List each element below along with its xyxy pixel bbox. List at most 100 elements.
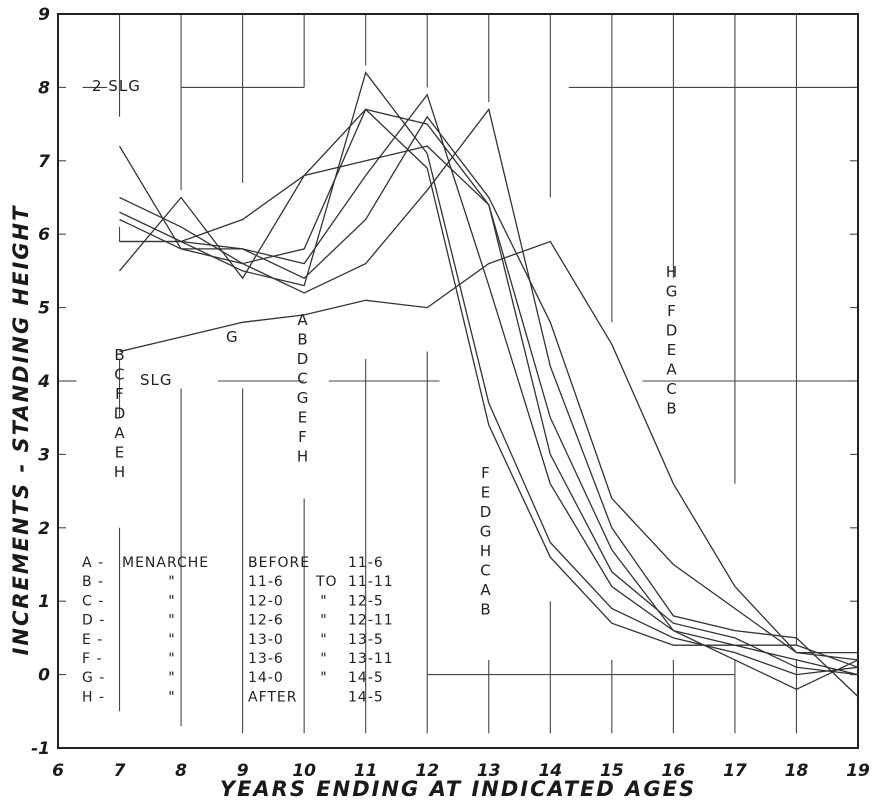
y-tick-label: 0	[38, 666, 50, 686]
y-tick-label: 3	[38, 445, 50, 465]
series-line-b	[119, 71, 859, 676]
legend-cell: "	[168, 632, 175, 648]
stack-letter: F	[298, 428, 308, 446]
legend-cell: F -	[82, 651, 103, 667]
x-tick-label: 15	[600, 761, 624, 781]
plot-frame	[57, 13, 859, 749]
legend-cell: A -	[82, 555, 104, 571]
series-line-g	[118, 115, 859, 661]
legend-row: B - " 11-6 TO 11-11	[82, 574, 394, 590]
y-tick-label: 6	[38, 225, 50, 245]
legend-cell: G -	[82, 670, 105, 686]
legend-cell: "	[320, 593, 327, 609]
legend-cell: D -	[82, 613, 105, 629]
x-tick-label: 17	[723, 761, 747, 781]
stack-letter: H	[297, 448, 309, 466]
legend-cell: 14-0	[248, 670, 284, 686]
stack-letter: G	[297, 389, 310, 407]
x-tick-label: 10	[292, 761, 316, 781]
stack-letter: D	[114, 405, 127, 423]
legend-cell: 13-11	[348, 651, 394, 667]
stack-letter: G	[480, 523, 493, 541]
legend-cell: H -	[82, 689, 105, 705]
x-tick-label: 8	[175, 761, 187, 781]
legend-cell: 14-5	[348, 689, 384, 705]
legend-cell: E -	[82, 632, 103, 648]
legend-cell: "	[168, 574, 175, 590]
x-tick-label: 6	[52, 761, 64, 781]
legend-cell: C -	[82, 593, 104, 609]
stack-letter: A	[666, 361, 677, 379]
stack-letter: A	[297, 311, 308, 329]
legend-row: E - " 13-0 " 13-5	[82, 632, 384, 648]
stack-letter: A	[114, 424, 125, 442]
y-tick-label: 4	[37, 372, 50, 392]
stack-letter: C	[666, 380, 677, 398]
legend-row: C - " 12-0 " 12-5	[82, 593, 384, 609]
legend-cell: "	[168, 670, 175, 686]
stack-letter: F	[481, 464, 491, 482]
y-tick-label: 9	[38, 5, 50, 25]
legend-cell: 13-0	[248, 632, 284, 648]
legend-cell: 13-6	[248, 651, 284, 667]
legend-cell: MENARCHE	[122, 555, 209, 571]
stack-letter: E	[115, 444, 125, 462]
stack-letter: D	[297, 350, 310, 368]
legend-cell: "	[320, 632, 327, 648]
stack-letter: D	[480, 503, 493, 521]
legend-cell: "	[168, 593, 175, 609]
annotation-slg: SLG	[140, 371, 173, 389]
stack-letter: B	[297, 331, 308, 349]
stack-letter: E	[298, 409, 308, 427]
y-axis-title: INCREMENTS - STANDING HEIGHT	[9, 205, 33, 656]
legend-cell: 12-5	[348, 593, 384, 609]
legend-cell: 12-11	[348, 613, 394, 629]
stack-letter: H	[114, 463, 126, 481]
x-tick-label: 12	[415, 761, 439, 781]
stack-letter: F	[667, 302, 677, 320]
series-lines	[118, 71, 859, 698]
legend-row: G - " 14-0 " 14-5	[82, 670, 384, 686]
legend-row: F - " 13-6 " 13-11	[82, 651, 394, 667]
stack-letter: C	[480, 562, 491, 580]
y-tick-label: 7	[38, 152, 50, 172]
x-tick-label: 19	[846, 761, 870, 781]
x-tick-label: 14	[538, 761, 562, 781]
grid-lines	[58, 13, 858, 749]
stack-letter: B	[666, 400, 677, 418]
series-line-f	[119, 107, 859, 698]
y-tick-label: 8	[38, 78, 50, 98]
legend-cell: B -	[82, 574, 104, 590]
y-tick-label: 2	[38, 519, 50, 539]
legend-cell: 13-5	[348, 632, 384, 648]
legend-cell: 11-11	[348, 574, 394, 590]
legend-cell: 12-6	[248, 613, 284, 629]
stack-letter: A	[480, 581, 491, 599]
x-tick-label: 13	[477, 761, 501, 781]
legend-cell: 11-6	[348, 555, 384, 571]
legend-row: D - " 12-6 " 12-11	[82, 613, 394, 629]
x-tick-label: 16	[662, 761, 686, 781]
stack-letter: G	[666, 283, 679, 301]
y-tick-label: -1	[31, 739, 50, 759]
stack-letter: B	[480, 601, 491, 619]
legend-cell: TO	[315, 574, 338, 590]
x-tick-labels: 6 7 8 9 10 11 12 13 14 15 16 17 18 19	[52, 761, 870, 781]
legend-cell: BEFORE	[248, 555, 310, 571]
x-tick-label: 7	[114, 761, 126, 781]
legend-cell: "	[168, 689, 175, 705]
series-line-e	[119, 145, 859, 668]
stack-letter: H	[666, 263, 678, 281]
stack-letter: E	[481, 484, 491, 502]
legend-cell: 14-5	[348, 670, 384, 686]
annotation-2slg: 2 SLG	[92, 77, 141, 95]
annotation-g: G	[226, 328, 239, 346]
legend-row: H - " AFTER 14-5	[82, 689, 384, 705]
y-tick-labels: -1 0 1 2 3 4 5 6 7 8 9	[31, 5, 50, 759]
y-tick-label: 1	[38, 592, 50, 612]
legend-cell: 12-0	[248, 593, 284, 609]
